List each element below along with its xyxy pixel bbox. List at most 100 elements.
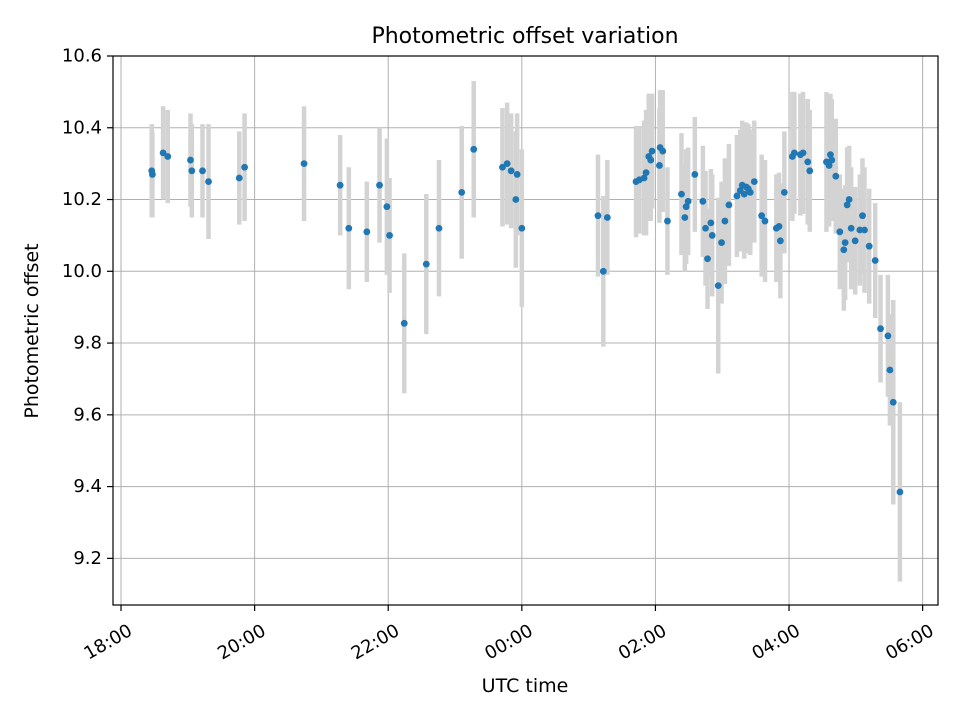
data-point <box>594 212 602 220</box>
data-point <box>345 224 353 232</box>
data-point <box>825 162 833 169</box>
data-point <box>704 255 711 263</box>
data-point <box>300 160 308 168</box>
data-point <box>205 178 212 185</box>
data-point <box>721 217 729 225</box>
data-point <box>503 160 511 168</box>
chart-title: Photometric offset variation <box>371 24 678 49</box>
data-point <box>758 212 766 220</box>
data-point <box>865 242 873 250</box>
y-tick-label: 9.2 <box>73 548 102 569</box>
data-point <box>856 226 864 234</box>
data-point <box>761 217 769 225</box>
y-tick-label: 10.4 <box>62 117 102 138</box>
data-point <box>886 366 894 374</box>
y-tick-label: 9.8 <box>73 333 102 354</box>
y-tick-label: 10.2 <box>62 189 102 210</box>
data-point <box>707 219 715 227</box>
y-tick-label: 10.6 <box>62 46 102 67</box>
data-point <box>828 156 836 164</box>
data-point <box>603 214 611 221</box>
data-point <box>470 145 478 153</box>
data-point <box>841 239 849 246</box>
data-point <box>684 197 692 205</box>
data-point <box>847 224 855 232</box>
data-point <box>840 246 848 254</box>
data-point <box>659 147 667 155</box>
data-point <box>400 319 408 327</box>
data-point <box>827 151 834 159</box>
data-point <box>241 163 248 171</box>
x-axis-label: UTC time <box>482 675 569 697</box>
data-point <box>799 149 807 157</box>
data-point <box>832 172 840 180</box>
data-point <box>746 188 754 196</box>
data-point <box>806 167 814 175</box>
data-point <box>507 167 515 175</box>
data-point <box>750 178 758 185</box>
data-point <box>376 181 383 189</box>
data-point <box>845 196 853 203</box>
data-point <box>458 188 466 196</box>
data-point <box>640 174 648 182</box>
data-point <box>780 188 788 196</box>
data-point <box>164 153 172 160</box>
data-point <box>740 190 748 198</box>
data-point <box>725 201 733 209</box>
data-point <box>159 149 167 157</box>
y-axis-ticks: 9.2 9.4 9.6 9.8 10.0 10.2 10.4 10.6 <box>62 46 113 569</box>
data-point <box>843 201 851 209</box>
data-point <box>790 149 798 157</box>
data-point <box>149 171 156 178</box>
data-point <box>733 192 741 200</box>
data-point <box>383 203 391 211</box>
data-point <box>691 171 699 178</box>
data-point <box>422 260 430 268</box>
data-point <box>512 196 520 203</box>
data-point <box>718 239 725 246</box>
data-point <box>871 257 879 264</box>
data-point <box>851 237 859 245</box>
data-point <box>699 197 707 205</box>
data-point <box>804 158 812 166</box>
y-tick-label: 10.0 <box>62 261 102 282</box>
data-point <box>199 167 206 175</box>
data-point <box>187 156 194 164</box>
data-point <box>513 171 521 178</box>
data-point <box>386 232 393 239</box>
data-point <box>336 181 344 189</box>
data-point <box>896 488 904 496</box>
data-point <box>682 203 690 211</box>
data-point <box>499 163 506 171</box>
y-tick-label: 9.6 <box>73 404 102 425</box>
data-point <box>648 147 656 155</box>
data-point <box>714 282 722 290</box>
data-point <box>599 267 607 275</box>
data-point <box>775 223 783 230</box>
data-point <box>435 224 443 232</box>
data-point <box>518 224 526 232</box>
data-point <box>664 217 671 225</box>
y-axis-label: Photometric offset <box>21 243 43 418</box>
data-point <box>836 228 844 236</box>
data-point <box>235 174 243 182</box>
data-point <box>859 212 866 220</box>
data-point <box>889 398 897 406</box>
data-point <box>363 228 371 236</box>
data-point <box>681 214 689 221</box>
data-point <box>708 232 716 239</box>
data-points <box>148 144 904 496</box>
data-point <box>861 226 868 234</box>
plot-frame <box>112 55 939 606</box>
y-tick-label: 9.4 <box>73 476 102 497</box>
data-point <box>776 237 784 245</box>
data-point <box>656 162 663 169</box>
data-point <box>877 325 884 333</box>
data-point <box>702 224 709 232</box>
data-point <box>884 332 892 340</box>
data-point <box>678 190 685 198</box>
data-point <box>188 167 196 175</box>
data-point <box>647 156 655 164</box>
data-point <box>642 169 650 177</box>
